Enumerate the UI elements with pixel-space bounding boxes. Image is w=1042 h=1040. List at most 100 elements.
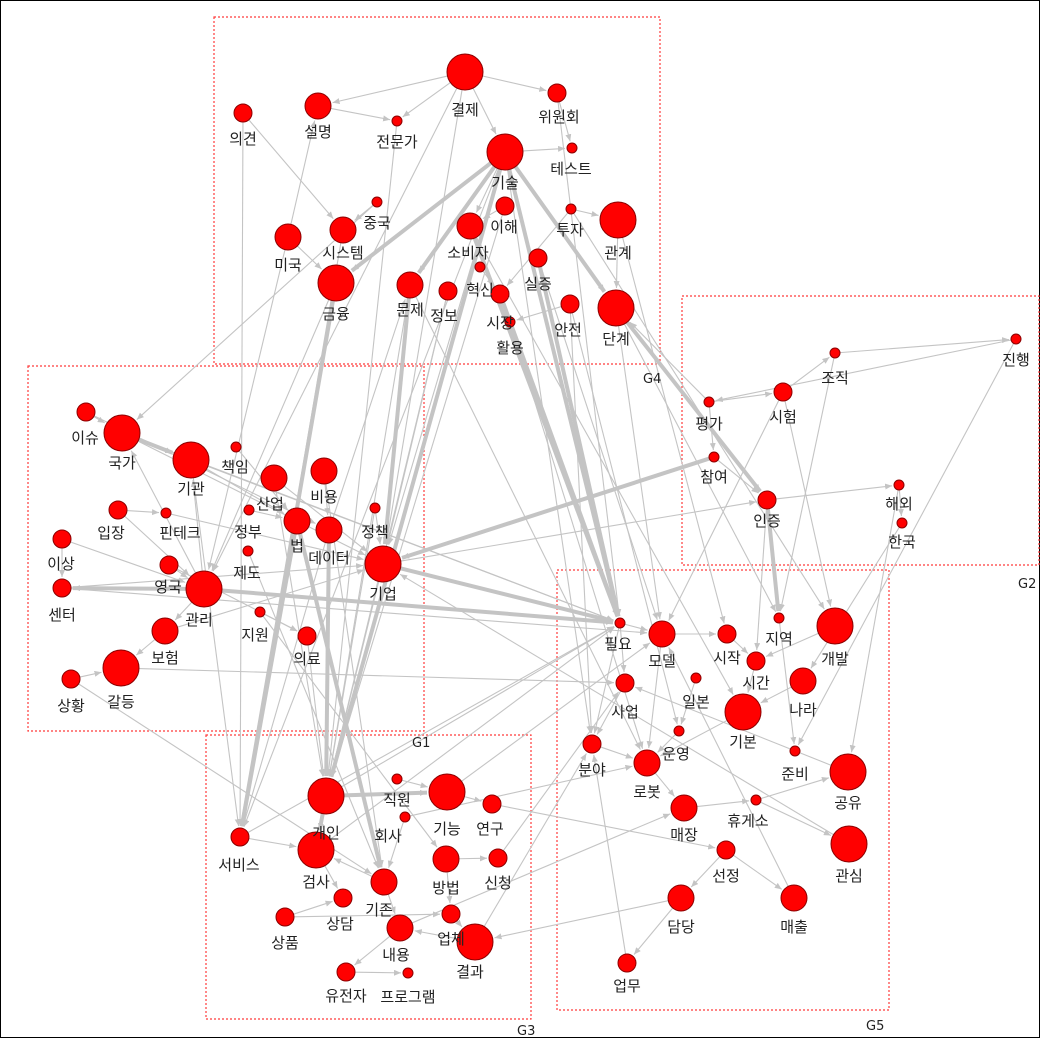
- node-seobiseu[interactable]: [230, 827, 250, 847]
- node-isang[interactable]: [52, 529, 72, 549]
- node-maejang[interactable]: [670, 794, 698, 822]
- node-gyeolgwa[interactable]: [456, 923, 494, 961]
- node-saneop[interactable]: [260, 464, 288, 492]
- node-tuja[interactable]: [565, 203, 577, 215]
- node-sijak[interactable]: [717, 624, 737, 644]
- node-hyugeso[interactable]: [750, 794, 762, 806]
- node-piryo[interactable]: [614, 617, 626, 629]
- node-unyeong[interactable]: [673, 725, 685, 737]
- node-biyong[interactable]: [310, 457, 338, 485]
- node-yeongu[interactable]: [482, 794, 502, 814]
- node-sangdam[interactable]: [333, 888, 353, 908]
- node-giyeop[interactable]: [364, 545, 402, 583]
- node-chaegim[interactable]: [230, 441, 242, 453]
- node-hyeoksin[interactable]: [474, 261, 486, 273]
- edge-maejang-hyugeso: [696, 798, 750, 808]
- node-galdeung[interactable]: [102, 649, 140, 687]
- node-dangye[interactable]: [597, 289, 635, 327]
- node-pintech[interactable]: [160, 507, 172, 519]
- node-uigyeon[interactable]: [233, 103, 253, 123]
- node-sigan[interactable]: [746, 651, 766, 671]
- node-eopche[interactable]: [441, 904, 461, 924]
- node-jiyeok[interactable]: [773, 612, 785, 624]
- node-seolmyeong[interactable]: [304, 92, 332, 120]
- node-miguk[interactable]: [274, 223, 302, 251]
- node-gongyu[interactable]: [829, 753, 867, 791]
- node-anjeon[interactable]: [560, 294, 580, 314]
- node-peurogeuraem[interactable]: [402, 967, 414, 979]
- node-sanghwang[interactable]: [61, 669, 81, 689]
- node-haeoe[interactable]: [893, 479, 905, 491]
- node-jojik[interactable]: [829, 347, 841, 359]
- node-silsheung[interactable]: [528, 248, 548, 268]
- node-eommu[interactable]: [617, 953, 637, 973]
- node-gijon[interactable]: [370, 868, 398, 896]
- node-sijang[interactable]: [490, 284, 510, 304]
- node-teseuteu[interactable]: [566, 142, 578, 154]
- node-junbi[interactable]: [789, 745, 801, 757]
- node-hwalyong[interactable]: [504, 316, 516, 328]
- edge-sangpum-eopche: [293, 911, 441, 918]
- node-jungguk[interactable]: [371, 196, 383, 208]
- node-gaebal[interactable]: [816, 607, 854, 645]
- node-yujeonja[interactable]: [336, 962, 356, 982]
- node-jedo[interactable]: [242, 545, 254, 557]
- node-siheom[interactable]: [773, 382, 793, 402]
- node-siseutem[interactable]: [329, 216, 357, 244]
- node-bohyeom[interactable]: [151, 617, 179, 645]
- node-gwansim[interactable]: [830, 825, 868, 863]
- node-nara[interactable]: [789, 667, 817, 695]
- node-geumyung[interactable]: [317, 264, 355, 302]
- node-jigwon[interactable]: [391, 773, 403, 785]
- node-gaein[interactable]: [307, 777, 345, 815]
- node-bunya[interactable]: [582, 734, 602, 754]
- node-bangbeop[interactable]: [432, 845, 460, 873]
- node-label-gwangye: 관계: [604, 244, 632, 262]
- node-sangpum[interactable]: [275, 907, 295, 927]
- node-maechul[interactable]: [780, 884, 808, 912]
- node-deiteo[interactable]: [315, 516, 343, 544]
- node-jeonmunga[interactable]: [391, 115, 403, 127]
- node-wiwonhoe[interactable]: [547, 83, 567, 103]
- edge-robot-maejang: [654, 772, 675, 797]
- node-sincheong[interactable]: [488, 848, 508, 868]
- node-gineung[interactable]: [428, 773, 466, 811]
- node-yeongguk[interactable]: [159, 555, 179, 575]
- node-model[interactable]: [648, 620, 676, 648]
- node-label-maechul: 매출: [780, 918, 808, 936]
- node-jeongbo[interactable]: [438, 281, 458, 301]
- node-saeop[interactable]: [615, 673, 635, 693]
- node-chamyeo[interactable]: [708, 451, 720, 463]
- group-label-g4: G4: [643, 372, 661, 387]
- node-label-hyugeso: 휴게소: [727, 812, 769, 830]
- node-gigwan[interactable]: [172, 441, 210, 479]
- node-ilbon[interactable]: [690, 672, 702, 684]
- node-jinhaeng[interactable]: [1010, 333, 1022, 345]
- node-robot[interactable]: [633, 749, 661, 777]
- node-geomsa[interactable]: [297, 831, 335, 869]
- node-uiryo[interactable]: [297, 626, 317, 646]
- node-senteo[interactable]: [52, 578, 72, 598]
- node-hanguk[interactable]: [896, 517, 908, 529]
- node-pyeongga[interactable]: [703, 396, 715, 408]
- node-ihae[interactable]: [495, 196, 515, 216]
- node-jiwon[interactable]: [254, 606, 266, 618]
- node-gukga[interactable]: [103, 414, 141, 452]
- node-naeyong[interactable]: [386, 914, 414, 942]
- node-munje[interactable]: [396, 271, 424, 299]
- node-beop[interactable]: [283, 507, 311, 535]
- node-damdang[interactable]: [667, 884, 695, 912]
- node-injeung[interactable]: [757, 490, 777, 510]
- node-gibon[interactable]: [724, 693, 762, 731]
- node-gisul[interactable]: [486, 133, 524, 171]
- node-gwangye[interactable]: [599, 201, 637, 239]
- node-sobija[interactable]: [456, 212, 484, 240]
- node-hoesa[interactable]: [399, 811, 411, 823]
- node-isyu[interactable]: [76, 402, 96, 422]
- node-jeongbu[interactable]: [243, 504, 255, 516]
- node-seonjeong[interactable]: [716, 840, 736, 860]
- node-ipjang[interactable]: [108, 500, 128, 520]
- node-gwalli[interactable]: [185, 570, 223, 608]
- node-gyeolje[interactable]: [446, 53, 484, 91]
- node-jeongchaek[interactable]: [369, 502, 381, 514]
